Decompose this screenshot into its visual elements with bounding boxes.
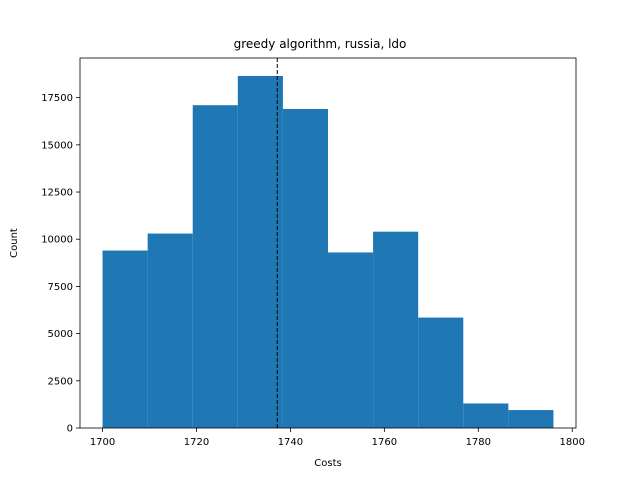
x-tick-label: 1800: [560, 437, 585, 448]
y-tick-label: 10000: [41, 235, 73, 246]
y-tick-label: 7500: [48, 282, 73, 293]
histogram-bar: [282, 108, 328, 428]
histogram-bar: [418, 317, 464, 428]
y-tick-label: 0: [67, 424, 73, 435]
histogram-bar: [147, 233, 193, 428]
bars-group: [102, 75, 554, 429]
histogram-bar: [102, 250, 148, 428]
y-tick-label: 17500: [41, 93, 73, 104]
x-axis-label: Costs: [314, 458, 341, 469]
chart-title: greedy algorithm, russia, ldo: [234, 37, 407, 51]
histogram-bar: [192, 105, 238, 428]
y-tick-label: 5000: [48, 329, 73, 340]
x-tick-label: 1740: [278, 437, 303, 448]
histogram-bar: [328, 252, 374, 428]
x-tick-label: 1720: [184, 437, 209, 448]
x-axis-ticks: 1700 1720 1740 1760 1780 1800: [90, 428, 585, 448]
y-axis-label: Count: [9, 228, 20, 258]
histogram-bar: [237, 75, 283, 429]
histogram-bar: [373, 231, 419, 428]
x-tick-label: 1760: [372, 437, 397, 448]
y-tick-label: 15000: [41, 140, 73, 151]
y-tick-label: 12500: [41, 188, 73, 199]
histogram-bar: [463, 403, 509, 428]
histogram-bar: [508, 410, 554, 428]
plot-frame: [79, 57, 577, 429]
y-axis-ticks: 0 2500 5000 7500 10000 12500 15000 17500: [41, 93, 80, 435]
x-tick-label: 1700: [90, 437, 115, 448]
x-tick-label: 1780: [466, 437, 491, 448]
y-tick-label: 2500: [48, 376, 73, 387]
